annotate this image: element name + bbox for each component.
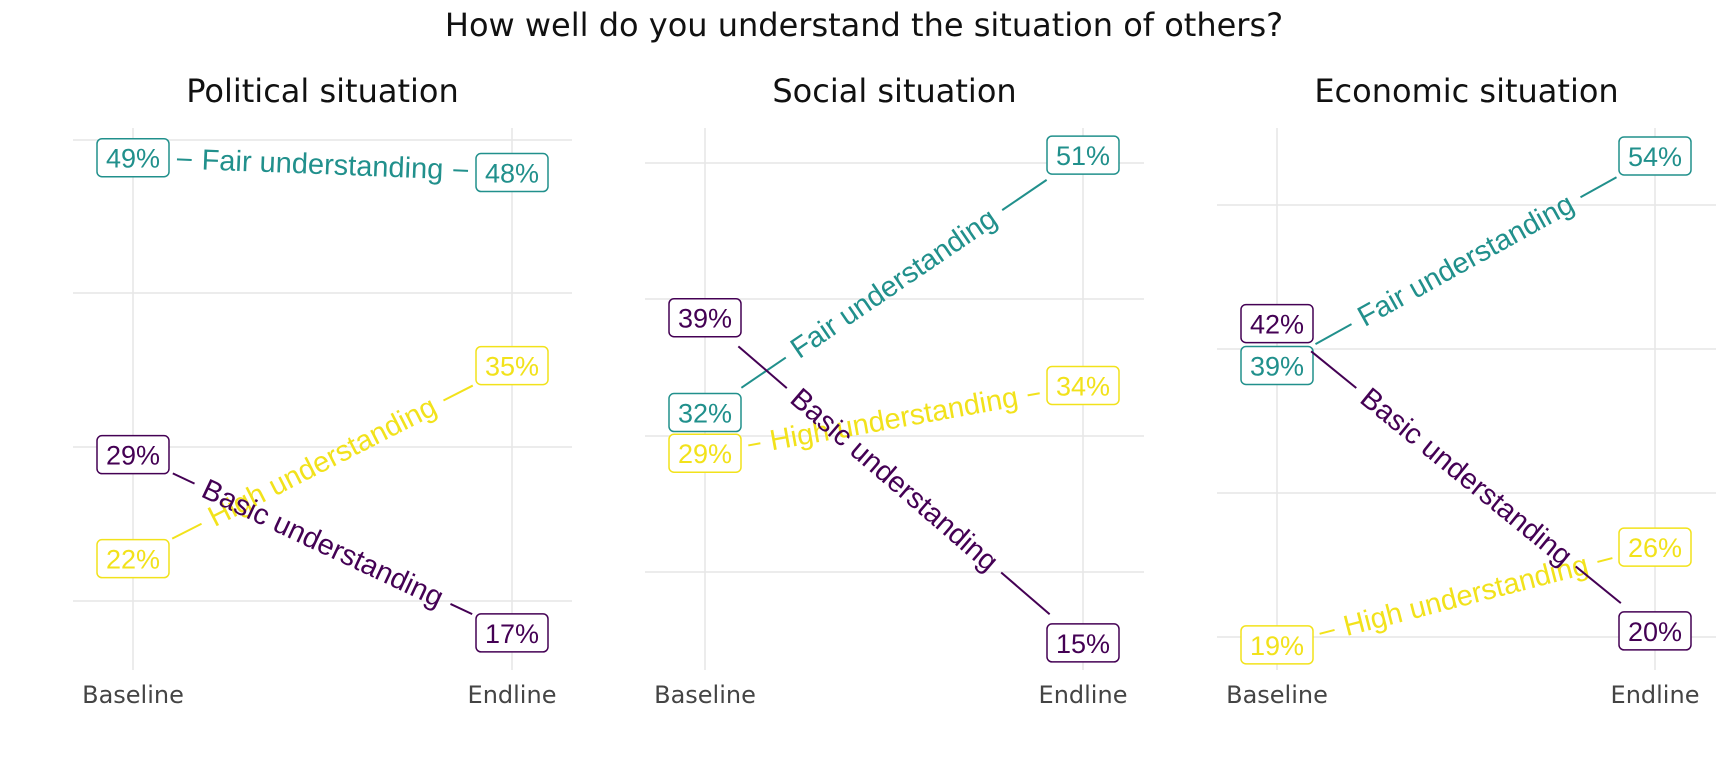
series-line-segment: [1000, 571, 1051, 615]
x-tick-label: Endline: [1611, 681, 1700, 709]
svg-text:26%: 26%: [1628, 533, 1682, 563]
series-line-segment: [1597, 557, 1613, 563]
x-tick-label: Endline: [1039, 681, 1128, 709]
series-line-segment: [453, 169, 469, 172]
svg-text:29%: 29%: [106, 441, 160, 471]
panel-title: Political situation: [186, 72, 459, 110]
data-label: 48%: [475, 152, 549, 193]
series-line-segment: [1319, 628, 1335, 635]
svg-text:51%: 51%: [1056, 141, 1110, 171]
series-label: Basic understanding: [1354, 382, 1578, 573]
svg-text:48%: 48%: [485, 159, 539, 189]
series-line-segment: [1575, 565, 1622, 604]
svg-text:19%: 19%: [1250, 631, 1304, 661]
series-line-segment: [172, 472, 195, 485]
series-label: Fair understanding: [785, 203, 1003, 366]
series-line-segment: [1310, 350, 1357, 389]
svg-text:39%: 39%: [678, 304, 732, 334]
data-label: 29%: [668, 433, 742, 473]
data-label: 54%: [1618, 136, 1692, 176]
data-label: 49%: [96, 137, 170, 178]
data-label: 26%: [1618, 527, 1692, 567]
svg-text:39%: 39%: [1250, 351, 1304, 381]
series-line-segment: [1027, 392, 1040, 397]
series-line-segment: [176, 158, 192, 161]
panel-title: Social situation: [772, 72, 1016, 110]
x-tick-label: Baseline: [82, 681, 184, 709]
data-label: 29%: [96, 434, 170, 475]
series-line-segment: [171, 522, 202, 540]
series-label: Basic understanding: [197, 473, 448, 614]
data-label: 34%: [1046, 365, 1120, 406]
series-line-segment: [1001, 179, 1048, 211]
data-label: 22%: [96, 538, 170, 579]
series-line-segment: [443, 384, 474, 402]
data-label: 15%: [1046, 623, 1120, 663]
svg-text:22%: 22%: [106, 545, 160, 575]
svg-text:35%: 35%: [485, 352, 539, 382]
series-line-segment: [1580, 176, 1618, 199]
svg-text:20%: 20%: [1628, 617, 1682, 647]
series-line-segment: [748, 442, 761, 447]
data-label: 17%: [475, 613, 549, 653]
data-label: 42%: [1240, 303, 1314, 344]
data-label: 39%: [1240, 345, 1314, 386]
series-fair: Fair understanding 49% 48%: [96, 137, 549, 193]
x-tick-label: Endline: [468, 681, 557, 709]
svg-text:17%: 17%: [485, 619, 539, 649]
data-label: 19%: [1240, 625, 1314, 665]
data-label: 39%: [668, 297, 742, 338]
svg-text:42%: 42%: [1250, 310, 1304, 340]
data-label: 51%: [1046, 135, 1120, 175]
economic-panel: Economic situation Baseline Endline Fair un…: [1217, 72, 1716, 709]
series-line-segment: [450, 603, 473, 616]
chart-title: How well do you understand the situation…: [444, 6, 1284, 44]
svg-text:29%: 29%: [678, 439, 732, 469]
svg-text:49%: 49%: [106, 144, 160, 174]
svg-text:54%: 54%: [1628, 142, 1682, 172]
data-label: 32%: [668, 392, 742, 433]
series-label: Fair understanding: [1352, 188, 1579, 333]
x-tick-label: Baseline: [654, 681, 756, 709]
series-fair: Fair understanding 39% 54%: [1240, 136, 1692, 386]
x-tick-label: Baseline: [1226, 681, 1328, 709]
series-line-segment: [737, 345, 788, 389]
series-line-segment: [740, 356, 787, 389]
data-label: 20%: [1618, 611, 1692, 651]
political-panel: Political situation Baseline Endline Fair u…: [73, 72, 572, 709]
panel-title: Economic situation: [1314, 72, 1618, 110]
social-panel: Social situation Baseline Endline Fair unde…: [645, 72, 1144, 709]
svg-text:15%: 15%: [1056, 629, 1110, 659]
series-label: Fair understanding: [201, 144, 444, 185]
svg-text:34%: 34%: [1056, 371, 1110, 401]
series-line-segment: [1314, 323, 1352, 346]
data-label: 35%: [475, 345, 549, 386]
svg-text:32%: 32%: [678, 399, 732, 429]
